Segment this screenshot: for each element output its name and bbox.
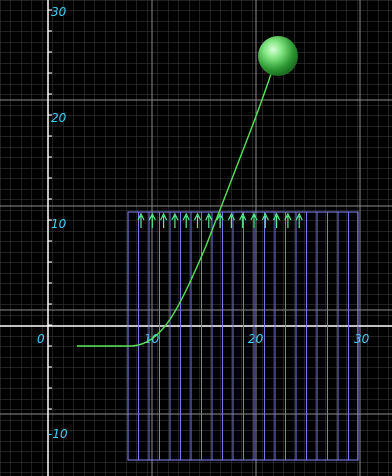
field-arrow-icon xyxy=(284,212,292,228)
field-arrow-icon xyxy=(148,212,156,228)
field-arrow-icon xyxy=(261,212,269,228)
field-arrow-icon xyxy=(250,212,258,228)
ball-icon[interactable] xyxy=(258,36,298,76)
field-arrow-icon xyxy=(171,212,179,228)
field-arrow-icon xyxy=(205,212,213,228)
y-tick-label-neg10: -10 xyxy=(48,427,68,441)
x-tick-label-0: 0 xyxy=(37,332,45,346)
field-arrow-icon xyxy=(295,212,303,228)
axis-labels: 0 10 20 30 30 20 10 -10 xyxy=(37,5,370,441)
field-region xyxy=(127,211,359,461)
field-arrow-icon xyxy=(193,212,202,228)
y-tick-label-30: 30 xyxy=(51,5,67,19)
field-arrow-icon xyxy=(239,212,247,228)
field-arrow-icon xyxy=(273,212,281,228)
field-arrow-icon xyxy=(137,212,145,228)
field-arrow-icon xyxy=(160,212,168,228)
field-arrow-icon xyxy=(216,212,224,228)
field-arrow-icon xyxy=(227,212,235,228)
y-tick-label-10: 10 xyxy=(51,217,67,231)
field-arrows xyxy=(137,212,303,228)
y-tick-label-20: 20 xyxy=(51,111,67,125)
x-tick-label-30: 30 xyxy=(354,332,370,346)
field-arrow-icon xyxy=(182,212,190,228)
trajectory-path xyxy=(77,57,277,347)
x-tick-label-20: 20 xyxy=(248,332,264,346)
